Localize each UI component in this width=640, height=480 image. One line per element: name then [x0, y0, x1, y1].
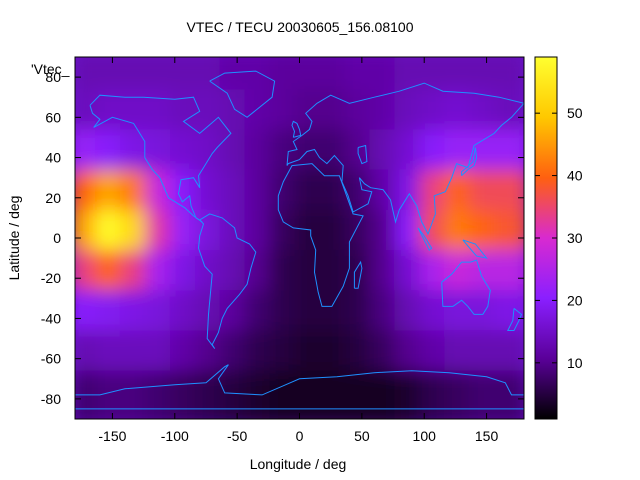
x-axis-label: Longitude / deg [250, 456, 347, 472]
vtec-cells [75, 57, 524, 419]
colorbar-tick-label: 50 [567, 105, 583, 121]
y-axis-ticks: -80 -60 -40 -20 0 20 40 60 80 [41, 69, 524, 407]
x-tick-label: 50 [354, 428, 370, 444]
chart-title: VTEC / TECU 20030605_156.08100 [186, 19, 413, 35]
coastline-new-zealand [506, 308, 523, 331]
x-axis-ticks: -150 -100 -50 0 50 100 150 [98, 57, 498, 444]
coastlines [75, 70, 524, 410]
colorbar-tick-label: 10 [567, 355, 583, 371]
y-tick-label: -80 [41, 391, 61, 407]
x-tick-label: -100 [161, 428, 189, 444]
x-tick-label: -50 [227, 428, 247, 444]
coastline-south-america [197, 213, 257, 349]
y-tick-label: 0 [53, 230, 61, 246]
x-tick-label: 100 [413, 428, 437, 444]
y-tick-label: 20 [45, 190, 61, 206]
y-tick-label: -40 [41, 310, 61, 326]
coastline-north-america [89, 94, 232, 223]
coastline-australia [441, 259, 491, 315]
x-tick-label: -150 [98, 428, 126, 444]
coastline-europe-asia [286, 82, 524, 236]
y-tick-label: 80 [45, 69, 61, 85]
series-key-label: 'Vtec_ [31, 61, 70, 77]
coastline-antarctica [75, 364, 524, 410]
x-tick-label: 0 [296, 428, 304, 444]
y-tick-label: 60 [45, 109, 61, 125]
coastline-great-britain [291, 120, 302, 138]
colorbar-tick-label: 20 [567, 292, 583, 308]
colorbar-tick-label: 40 [567, 168, 583, 184]
coastline-greenland [209, 70, 276, 118]
heatmap-plot-area [75, 57, 524, 419]
coastline-caspian-sea [357, 144, 368, 165]
y-tick-label: -20 [41, 270, 61, 286]
coastline-africa [277, 163, 364, 307]
colorbar-tick-label: 30 [567, 230, 583, 246]
y-axis-label: Latitude / deg [6, 196, 22, 281]
coastline-madagascar [353, 260, 363, 289]
x-tick-label: 150 [475, 428, 499, 444]
coastline-sumatra-borneo [417, 227, 433, 251]
colorbar-ticks: 10 20 30 40 50 [535, 105, 583, 371]
y-tick-label: -60 [41, 351, 61, 367]
coastline-new-guinea [462, 239, 488, 259]
coastline-japan [461, 147, 478, 177]
y-tick-label: 40 [45, 150, 61, 166]
